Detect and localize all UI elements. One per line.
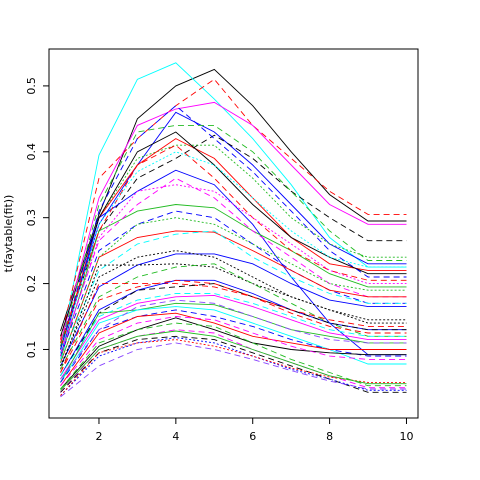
series-line-2 — [60, 62, 407, 350]
series-line-40 — [60, 250, 407, 367]
series-line-19 — [60, 279, 407, 377]
y-tick-label: 0.4 — [25, 143, 38, 161]
series-line-1 — [60, 68, 407, 332]
series-line-27 — [60, 322, 407, 390]
series-line-41 — [60, 279, 407, 373]
series-line-30 — [60, 337, 407, 396]
series-line-26 — [60, 317, 407, 390]
series-line-13 — [60, 230, 407, 363]
series-line-37 — [60, 151, 407, 353]
series-line-42 — [60, 293, 407, 377]
series-line-5 — [60, 111, 407, 350]
series-line-9 — [60, 169, 407, 357]
series-line-45 — [60, 330, 407, 391]
y-axis: 0.1 0.2 0.3 0.4 0.5 — [25, 77, 49, 358]
y-tick-label: 0.2 — [25, 275, 38, 293]
y-tick-label: 0.1 — [25, 341, 38, 359]
series-line-25 — [60, 312, 407, 386]
series-line-23 — [60, 306, 407, 383]
series-line-3 — [60, 78, 407, 340]
y-axis-title: t(faytable(fit)) — [2, 195, 15, 273]
series-line-14 — [60, 230, 407, 360]
series-line-8 — [60, 138, 407, 350]
series-line-4 — [60, 101, 407, 344]
y-tick-label: 0.3 — [25, 209, 38, 227]
x-tick-label: 2 — [95, 430, 102, 443]
series-line-29 — [60, 335, 407, 393]
series-line-33 — [60, 131, 407, 337]
series-line-24 — [60, 309, 407, 383]
series-line-32 — [60, 342, 407, 398]
series-line-18 — [60, 283, 407, 373]
x-tick-label: 8 — [326, 430, 333, 443]
series-line-10 — [60, 204, 407, 360]
series-line-44 — [60, 316, 407, 386]
series-line-15 — [60, 253, 407, 367]
series-line-43 — [60, 299, 407, 380]
series-layer — [60, 62, 407, 398]
x-tick-label: 4 — [172, 430, 179, 443]
series-line-39 — [60, 217, 407, 363]
series-line-16 — [60, 263, 407, 370]
x-tick-label: 10 — [399, 430, 413, 443]
series-line-36 — [60, 105, 407, 350]
y-tick-label: 0.5 — [25, 77, 38, 95]
x-tick-label: 6 — [249, 430, 256, 443]
series-line-22 — [60, 302, 407, 383]
series-line-11 — [60, 177, 407, 353]
plot-frame — [48, 48, 419, 419]
x-axis: 2 4 6 8 10 — [95, 418, 413, 443]
series-line-12 — [60, 210, 407, 357]
